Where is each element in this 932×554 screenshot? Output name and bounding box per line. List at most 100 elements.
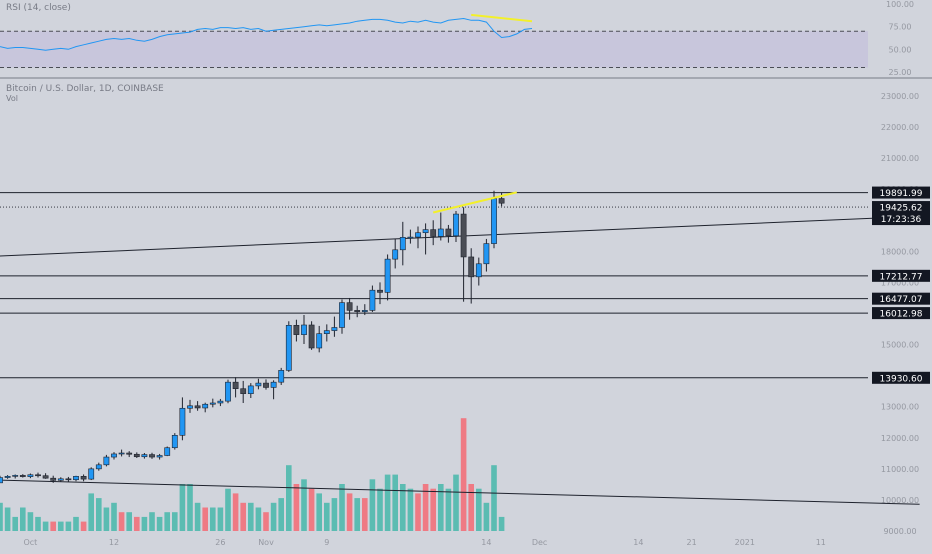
volume-bar bbox=[301, 479, 307, 531]
rsi-band-fill bbox=[0, 31, 868, 68]
x-tick-label: 14 bbox=[633, 538, 643, 547]
volume-bar bbox=[50, 521, 56, 531]
chart-title: Bitcoin / U.S. Dollar, 1D, COINBASE bbox=[6, 84, 164, 94]
volume-bar bbox=[179, 484, 186, 531]
volume-bar bbox=[27, 512, 34, 531]
volume-bar bbox=[331, 498, 338, 531]
volume-bar bbox=[346, 493, 353, 531]
volume-bar bbox=[377, 488, 383, 531]
volume-bar bbox=[65, 521, 72, 531]
countdown-label: 17:23:36 bbox=[881, 215, 922, 225]
candle-body bbox=[103, 456, 110, 466]
volume-bar bbox=[369, 479, 376, 531]
volume-bar bbox=[384, 474, 391, 531]
volume-bar bbox=[35, 516, 41, 531]
candle-body bbox=[339, 302, 345, 328]
volume-bar bbox=[278, 498, 284, 531]
candle-body bbox=[73, 476, 79, 481]
candle-body bbox=[361, 310, 368, 312]
volume-bar bbox=[12, 516, 18, 531]
volume-bar bbox=[217, 507, 224, 531]
candle-body bbox=[202, 403, 209, 409]
candle-body bbox=[209, 402, 216, 405]
candle-body bbox=[42, 475, 49, 479]
rsi-y-tick-label: 100.00 bbox=[886, 0, 914, 9]
candle-body bbox=[247, 385, 254, 394]
level-label: 16477.07 bbox=[880, 295, 923, 305]
volume-bar bbox=[149, 512, 155, 531]
level-label: 16012.98 bbox=[880, 310, 923, 320]
trendline bbox=[0, 479, 920, 505]
x-tick-label: Nov bbox=[258, 538, 274, 547]
volume-bar bbox=[308, 488, 315, 531]
rsi-y-tick-label: 75.00 bbox=[889, 23, 912, 32]
level-label: 19891.99 bbox=[880, 189, 923, 199]
x-tick-label: Dec bbox=[532, 538, 547, 547]
volume-bar bbox=[0, 502, 3, 531]
volume-bar bbox=[293, 484, 300, 531]
candle-body bbox=[422, 229, 429, 234]
volume-bar bbox=[118, 512, 125, 531]
volume-bar bbox=[96, 498, 102, 531]
volume-bar bbox=[58, 521, 64, 531]
candle-body bbox=[232, 381, 239, 389]
candle-body bbox=[255, 382, 262, 387]
candle-body bbox=[407, 236, 414, 239]
candle-body bbox=[149, 454, 155, 458]
rsi-y-tick-label: 25.00 bbox=[889, 68, 912, 77]
level-label: 13930.60 bbox=[880, 374, 923, 384]
volume-bar bbox=[73, 516, 79, 531]
x-tick-label: 26 bbox=[215, 538, 225, 547]
volume-bar bbox=[392, 474, 398, 531]
volume-bar bbox=[172, 512, 178, 531]
volume-bar bbox=[42, 521, 49, 531]
volume-bar bbox=[225, 488, 231, 531]
candle-body bbox=[194, 405, 201, 409]
price-y-tick-label: 11000.00 bbox=[881, 465, 919, 474]
candle-body bbox=[369, 289, 376, 311]
volume-bar bbox=[324, 502, 330, 531]
rsi-line bbox=[0, 17, 533, 51]
volume-bar bbox=[438, 484, 444, 531]
volume-bar bbox=[20, 507, 26, 531]
candle-body bbox=[460, 213, 467, 258]
candle-body bbox=[80, 476, 87, 480]
candle-body bbox=[171, 434, 178, 449]
trendline bbox=[0, 215, 920, 257]
x-tick-label: 9 bbox=[324, 538, 329, 547]
candle-body bbox=[399, 237, 406, 251]
candle-body bbox=[354, 310, 361, 312]
candle-body bbox=[126, 452, 133, 455]
candle-body bbox=[12, 475, 19, 477]
level-label-box bbox=[872, 269, 930, 282]
volume-bar bbox=[445, 488, 452, 531]
price-y-tick-label: 10000.00 bbox=[881, 496, 919, 505]
candle-body bbox=[35, 474, 41, 477]
x-tick-label: 11 bbox=[816, 538, 826, 547]
price-y-tick-label: 15000.00 bbox=[881, 341, 919, 350]
candle-body bbox=[57, 478, 64, 481]
candle-body bbox=[468, 256, 475, 278]
volume-bar bbox=[415, 493, 421, 531]
candle-body bbox=[483, 243, 490, 265]
last-price-label: 19425.62 bbox=[880, 204, 923, 214]
volume-bar bbox=[483, 502, 490, 531]
volume-bar bbox=[88, 493, 94, 531]
candle-body bbox=[4, 476, 11, 478]
candle-body bbox=[415, 232, 421, 238]
volume-bar bbox=[255, 507, 262, 531]
volume-bar bbox=[80, 521, 87, 531]
volume-bar bbox=[316, 493, 322, 531]
candle-body bbox=[430, 229, 437, 237]
volume-bar bbox=[103, 507, 110, 531]
candle-body bbox=[293, 325, 300, 335]
price-y-tick-label: 9000.00 bbox=[883, 527, 916, 536]
candle-body bbox=[377, 289, 383, 293]
volume-bar bbox=[339, 484, 345, 531]
rsi-y-tick-label: 50.00 bbox=[889, 45, 912, 54]
candle-body bbox=[346, 302, 353, 311]
candle-body bbox=[384, 258, 391, 293]
